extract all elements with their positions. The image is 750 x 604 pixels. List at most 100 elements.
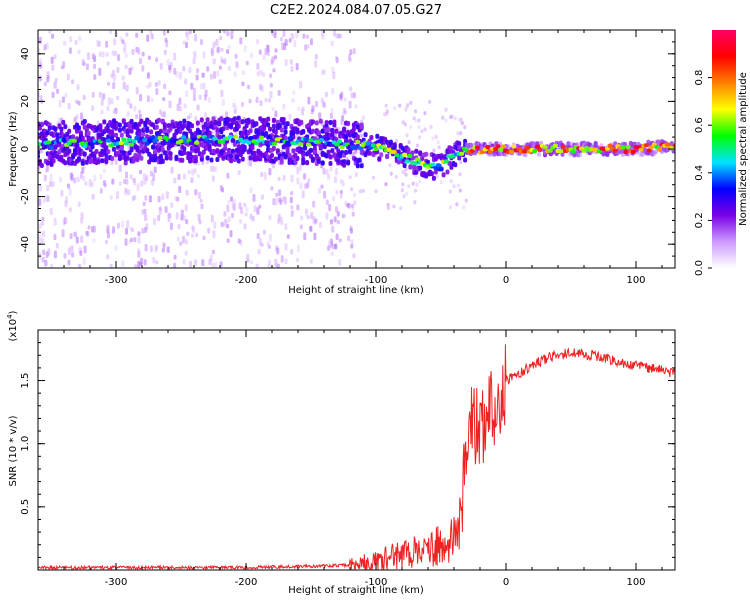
heatmap-cell xyxy=(227,216,231,223)
heatmap-cell xyxy=(342,126,347,132)
heatmap-cell xyxy=(199,198,203,203)
heatmap-cell xyxy=(330,108,334,115)
heatmap-cell xyxy=(359,122,364,128)
heatmap-cell xyxy=(377,156,382,162)
heatmap-cell xyxy=(308,138,314,143)
heatmap-cell xyxy=(330,219,333,225)
heatmap-cell xyxy=(184,250,188,256)
heatmap-cell xyxy=(75,99,79,105)
heatmap-cell xyxy=(139,94,143,102)
heatmap-cell xyxy=(195,120,200,126)
heatmap-cell xyxy=(274,110,278,118)
heatmap-cell xyxy=(264,140,270,145)
heatmap-cell xyxy=(230,196,233,202)
heatmap-cell xyxy=(126,98,130,105)
heatmap-cell xyxy=(123,141,129,146)
snr-panel: -300 -200 -100 0 100 0.5 1.0 1.5 Height of str… xyxy=(6,310,676,596)
heatmap-cell xyxy=(284,243,288,251)
heatmap-cell xyxy=(275,148,280,154)
heatmap-cell xyxy=(188,141,194,146)
heatmap-cell xyxy=(55,242,59,249)
heatmap-cell xyxy=(63,253,67,259)
heatmap-cell xyxy=(186,115,190,120)
heatmap-cell xyxy=(351,151,355,156)
heatmap-cell xyxy=(123,178,127,184)
heatmap-cell xyxy=(46,185,50,192)
heatmap-cell xyxy=(197,161,201,166)
heatmap-cell xyxy=(282,103,286,110)
heatmap-cell xyxy=(335,189,339,195)
heatmap-cell xyxy=(164,37,168,43)
heatmap-cell xyxy=(162,125,167,131)
heatmap-cell xyxy=(320,128,325,134)
heatmap-cell xyxy=(284,223,288,231)
heatmap-cell xyxy=(336,158,341,164)
heatmap-cell xyxy=(604,146,610,151)
heatmap-cell xyxy=(351,126,356,132)
heatmap-cell xyxy=(289,59,293,65)
heatmap-cell xyxy=(310,128,315,134)
heatmap-cell xyxy=(177,223,181,230)
heatmap-cell xyxy=(332,153,337,159)
heatmap-cell xyxy=(254,121,259,127)
heatmap-cell xyxy=(300,215,304,221)
heatmap-cell xyxy=(188,67,192,74)
heatmap-cell xyxy=(59,126,64,132)
heatmap-cell xyxy=(233,71,237,78)
heatmap-cell xyxy=(188,30,192,34)
heatmap-cell xyxy=(195,232,199,238)
heatmap-cell xyxy=(121,118,126,124)
heatmap-cell xyxy=(71,134,76,140)
heatmap-cell xyxy=(76,125,81,131)
heatmap-cell xyxy=(427,152,431,157)
heatmap-cell xyxy=(41,216,45,222)
heatmap-cell xyxy=(186,32,190,41)
heatmap-cell xyxy=(73,151,77,157)
heatmap-cell xyxy=(458,188,462,193)
heatmap-cell xyxy=(139,261,143,266)
colorbar-tick-label: 0.6 xyxy=(694,117,705,133)
heatmap-cell xyxy=(158,206,162,212)
heatmap-cell xyxy=(327,173,331,180)
heatmap-cell xyxy=(664,142,670,147)
heatmap-cell xyxy=(402,163,407,169)
heatmap-cell xyxy=(216,47,220,53)
heatmap-cell xyxy=(355,134,360,140)
heatmap-cell xyxy=(402,152,408,157)
heatmap-cell xyxy=(285,147,290,152)
heatmap-cell xyxy=(255,96,259,104)
heatmap-cell xyxy=(114,125,118,131)
heatmap-cell xyxy=(314,54,318,60)
heatmap-cell xyxy=(110,130,115,136)
heatmap-cell xyxy=(176,236,180,242)
heatmap-cell xyxy=(194,189,198,196)
heatmap-cell xyxy=(288,38,292,43)
heatmap-cell xyxy=(424,151,429,157)
heatmap-cell xyxy=(274,48,278,53)
heatmap-cell xyxy=(656,147,662,152)
snr-plot-area xyxy=(38,330,675,570)
heatmap-cell xyxy=(73,177,77,184)
colorbar-tick-label: 0.4 xyxy=(694,165,705,181)
heatmap-cell xyxy=(388,139,393,145)
heatmap-cell xyxy=(229,230,233,238)
heatmap-cell xyxy=(231,148,235,154)
heatmap-cell xyxy=(80,235,84,244)
heatmap-cell xyxy=(125,32,129,37)
heatmap-cell xyxy=(259,69,263,76)
heatmap-cell xyxy=(220,47,224,52)
heatmap-cell xyxy=(98,67,102,76)
heatmap-cell xyxy=(196,174,200,179)
heatmap-cell xyxy=(349,86,353,92)
heatmap-cell xyxy=(221,98,225,107)
heatmap-cell xyxy=(136,183,140,188)
heatmap-cell xyxy=(408,164,413,170)
heatmap-cell xyxy=(71,138,77,143)
heatmap-cell xyxy=(336,219,340,225)
heatmap-cell xyxy=(275,263,279,268)
heatmap-cell xyxy=(94,149,99,154)
heatmap-cell xyxy=(305,34,309,39)
heatmap-cell xyxy=(278,197,282,203)
heatmap-cell xyxy=(324,91,328,98)
